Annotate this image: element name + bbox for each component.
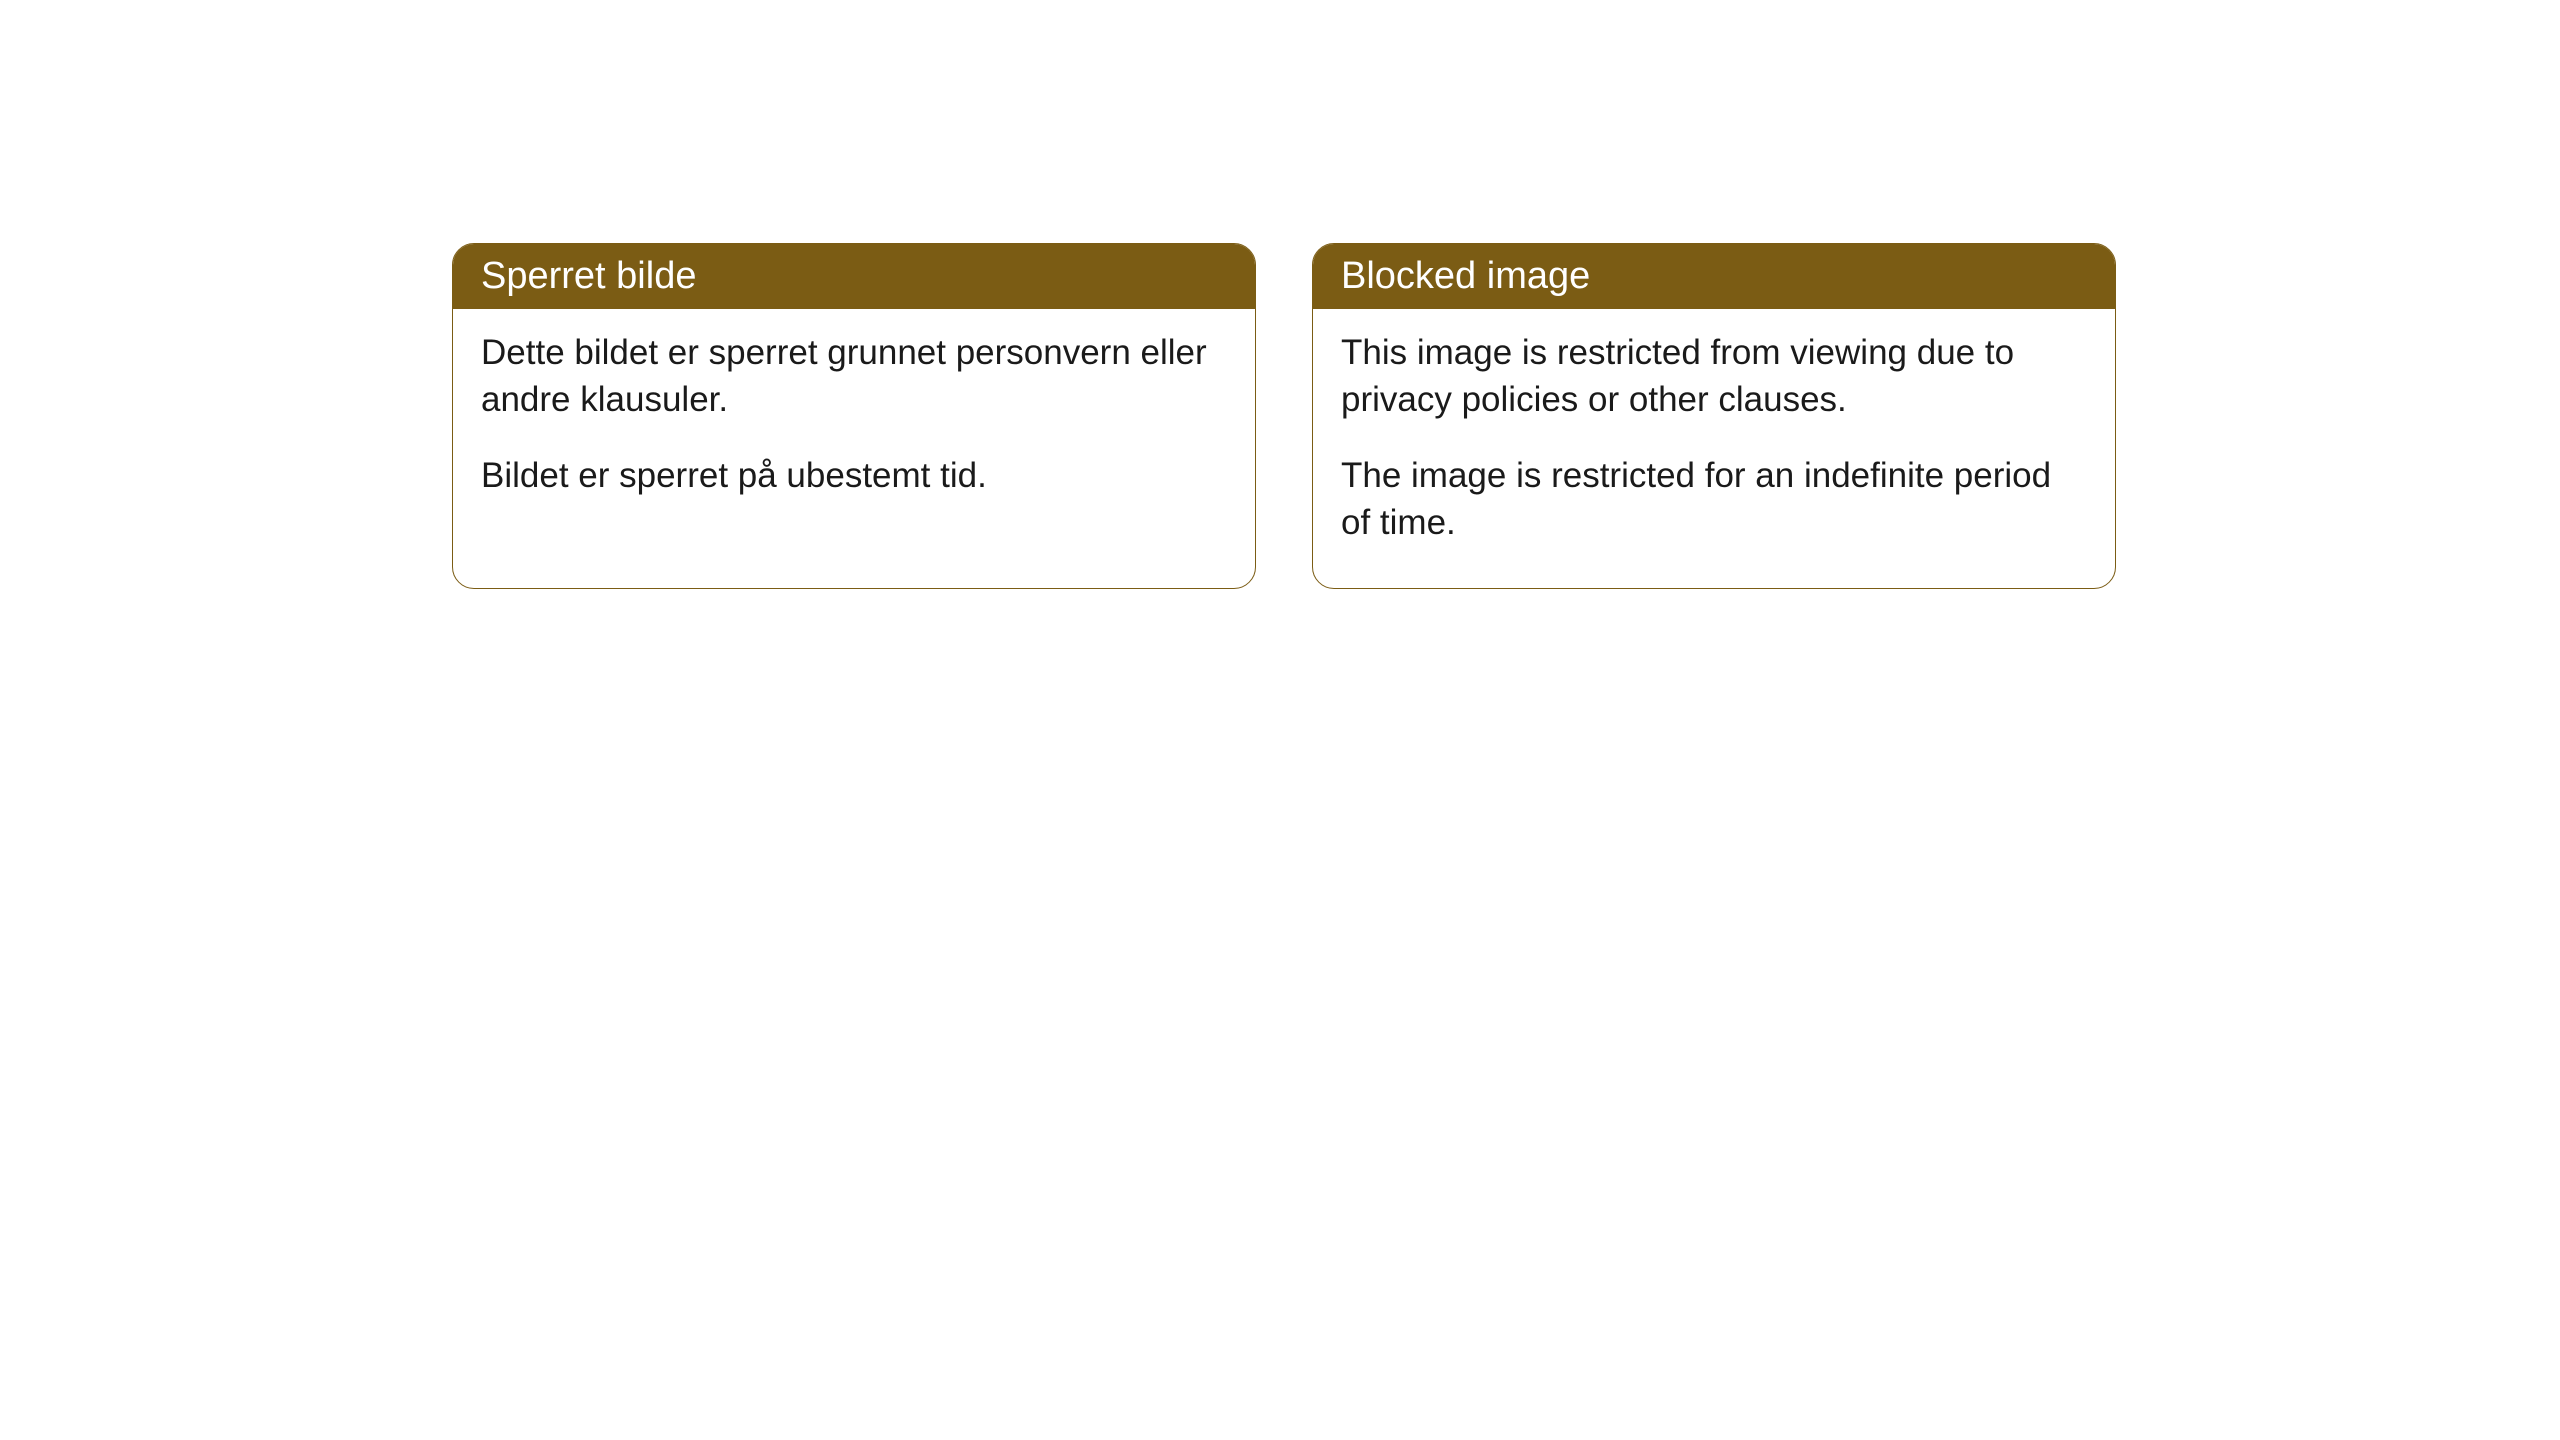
card-paragraph: This image is restricted from viewing du… xyxy=(1341,329,2087,424)
card-body-norwegian: Dette bildet er sperret grunnet personve… xyxy=(453,309,1255,541)
notice-cards-container: Sperret bilde Dette bildet er sperret gr… xyxy=(452,243,2116,589)
card-paragraph: Bildet er sperret på ubestemt tid. xyxy=(481,452,1227,499)
blocked-image-card-english: Blocked image This image is restricted f… xyxy=(1312,243,2116,589)
card-paragraph: Dette bildet er sperret grunnet personve… xyxy=(481,329,1227,424)
card-paragraph: The image is restricted for an indefinit… xyxy=(1341,452,2087,547)
card-header-english: Blocked image xyxy=(1313,244,2115,309)
card-body-english: This image is restricted from viewing du… xyxy=(1313,309,2115,588)
card-header-norwegian: Sperret bilde xyxy=(453,244,1255,309)
blocked-image-card-norwegian: Sperret bilde Dette bildet er sperret gr… xyxy=(452,243,1256,589)
